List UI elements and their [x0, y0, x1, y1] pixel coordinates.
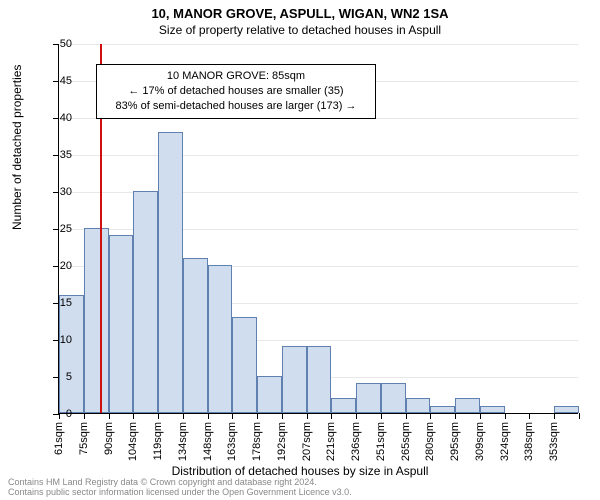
x-tick [554, 413, 555, 419]
x-tick-label: 148sqm [202, 422, 214, 461]
x-tick [529, 413, 530, 419]
grid-line [59, 155, 578, 156]
grid-line [59, 44, 578, 45]
x-tick [232, 413, 233, 419]
x-tick [158, 413, 159, 419]
x-tick [84, 413, 85, 419]
x-tick-label: 221sqm [325, 422, 337, 461]
x-tick-label: 163sqm [226, 422, 238, 461]
y-tick-label: 5 [48, 371, 72, 383]
x-tick-label: 353sqm [548, 422, 560, 461]
annotation-line1: 10 MANOR GROVE: 85sqm [105, 69, 367, 84]
y-tick-label: 45 [48, 75, 72, 87]
y-tick-label: 50 [48, 38, 72, 50]
x-tick [505, 413, 506, 419]
x-tick-label: 338sqm [523, 422, 535, 461]
histogram-bar [208, 265, 233, 413]
histogram-bar [430, 406, 455, 413]
histogram-bar [406, 398, 431, 413]
histogram-bar [232, 317, 257, 413]
histogram-bar [257, 376, 282, 413]
x-tick [331, 413, 332, 419]
x-tick [381, 413, 382, 419]
x-tick-label: 309sqm [474, 422, 486, 461]
histogram-bar [282, 346, 307, 413]
x-tick [356, 413, 357, 419]
y-tick-label: 20 [48, 260, 72, 272]
x-tick-label: 61sqm [53, 422, 65, 455]
histogram-bar [183, 258, 208, 413]
annotation-line2: ← 17% of detached houses are smaller (35… [105, 84, 367, 99]
chart-area: 61sqm75sqm90sqm104sqm119sqm134sqm148sqm1… [58, 44, 578, 414]
histogram-bar [356, 383, 381, 413]
x-tick [183, 413, 184, 419]
x-tick-label: 265sqm [400, 422, 412, 461]
histogram-bar [554, 406, 579, 413]
y-tick-label: 30 [48, 186, 72, 198]
y-tick-label: 10 [48, 334, 72, 346]
y-axis-label: Number of detached properties [10, 65, 24, 230]
annotation-line3: 83% of semi-detached houses are larger (… [105, 99, 367, 114]
histogram-bar [59, 295, 84, 413]
histogram-bar [158, 132, 183, 413]
x-tick [282, 413, 283, 419]
footer-attribution: Contains HM Land Registry data © Crown c… [8, 478, 352, 498]
x-axis-label: Distribution of detached houses by size … [0, 464, 600, 478]
x-tick-label: 324sqm [499, 422, 511, 461]
x-tick-label: 192sqm [276, 422, 288, 461]
x-tick-label: 104sqm [127, 422, 139, 461]
x-tick [480, 413, 481, 419]
x-tick-label: 90sqm [103, 422, 115, 455]
x-tick [133, 413, 134, 419]
histogram-bar [331, 398, 356, 413]
x-tick-label: 75sqm [78, 422, 90, 455]
annotation-box: 10 MANOR GROVE: 85sqm ← 17% of detached … [96, 64, 376, 119]
x-tick [455, 413, 456, 419]
histogram-bar [381, 383, 406, 413]
x-tick [307, 413, 308, 419]
y-tick-label: 40 [48, 112, 72, 124]
x-tick [579, 413, 580, 419]
x-tick-label: 236sqm [350, 422, 362, 461]
x-tick-label: 251sqm [375, 422, 387, 461]
histogram-bar [109, 235, 134, 413]
histogram-bar [84, 228, 109, 413]
histogram-bar [480, 406, 505, 413]
x-tick [430, 413, 431, 419]
y-tick-label: 15 [48, 297, 72, 309]
y-tick-label: 25 [48, 223, 72, 235]
histogram-bar [455, 398, 480, 413]
x-tick-label: 178sqm [251, 422, 263, 461]
y-tick-label: 0 [48, 408, 72, 420]
x-tick-label: 280sqm [424, 422, 436, 461]
y-tick-label: 35 [48, 149, 72, 161]
histogram-bar [307, 346, 332, 413]
x-tick [109, 413, 110, 419]
x-tick-label: 134sqm [177, 422, 189, 461]
x-tick-label: 207sqm [301, 422, 313, 461]
chart-title-sub: Size of property relative to detached ho… [0, 21, 600, 37]
x-tick-label: 119sqm [152, 422, 164, 460]
chart-title-main: 10, MANOR GROVE, ASPULL, WIGAN, WN2 1SA [0, 0, 600, 21]
x-tick [406, 413, 407, 419]
footer-line2: Contains public sector information licen… [8, 488, 352, 498]
histogram-bar [133, 191, 158, 413]
x-tick [257, 413, 258, 419]
x-tick-label: 295sqm [449, 422, 461, 461]
x-tick [208, 413, 209, 419]
